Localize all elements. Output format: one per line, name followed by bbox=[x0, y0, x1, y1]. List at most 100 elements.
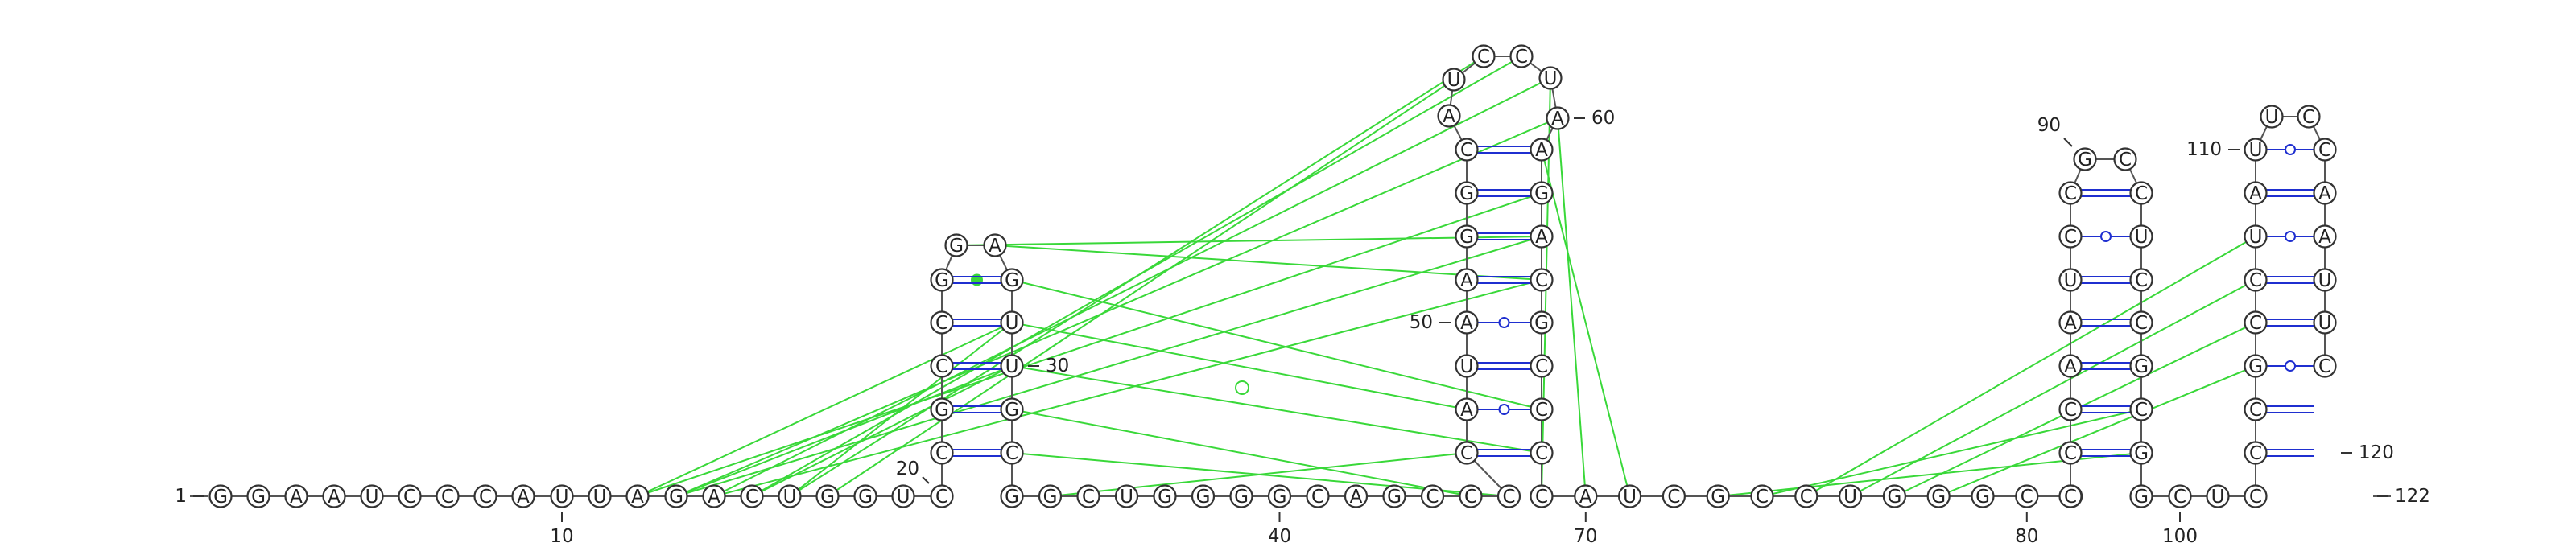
nucleotide-letter: G bbox=[1887, 487, 1901, 508]
nucleotide-circle bbox=[1750, 484, 1774, 508]
nucleotide: C bbox=[1076, 484, 1100, 508]
nucleotide-circle bbox=[1000, 484, 1024, 508]
nucleotide: C bbox=[1455, 138, 1479, 162]
nucleotide-letter: G bbox=[1931, 487, 1946, 508]
nucleotide-circle bbox=[2129, 268, 2153, 292]
nucleotide-letter: A bbox=[1535, 140, 1548, 161]
nucleotide-circle bbox=[2129, 441, 2153, 465]
nucleotide-circle bbox=[2297, 105, 2321, 129]
nucleotide: G bbox=[1382, 484, 1406, 508]
nucleotide-letter: G bbox=[1459, 227, 1474, 248]
nucleotide: U bbox=[891, 484, 915, 508]
nucleotide: C bbox=[436, 484, 460, 508]
nucleotide-circle bbox=[284, 484, 308, 508]
nucleotide-circle bbox=[930, 268, 954, 292]
nucleotide: C bbox=[1662, 484, 1686, 508]
nucleotide-circle bbox=[1420, 484, 1445, 508]
nucleotide: C bbox=[398, 484, 422, 508]
nucleotide: A bbox=[1455, 268, 1479, 292]
position-label: 120 bbox=[2359, 442, 2394, 463]
nucleotide-circle bbox=[1000, 268, 1024, 292]
nucleotide-letter: U bbox=[1005, 356, 1019, 377]
nucleotide-letter: C bbox=[2318, 356, 2331, 377]
nucleotide: C bbox=[1459, 484, 1483, 508]
nucleotide-circle bbox=[2313, 138, 2337, 162]
nucleotide-letter: C bbox=[1535, 356, 1548, 377]
nucleotide: G bbox=[2129, 484, 2153, 508]
nucleotide-letter: G bbox=[2134, 487, 2149, 508]
nucleotide-letter: A bbox=[989, 236, 1001, 257]
nucleotide-circle bbox=[550, 484, 574, 508]
nucleotide-circle bbox=[2313, 181, 2337, 205]
nucleotide: G bbox=[930, 268, 954, 292]
nucleotide-letter: A bbox=[1460, 313, 1473, 334]
nucleotide-letter: A bbox=[1535, 227, 1548, 248]
nucleotide-letter: A bbox=[631, 487, 644, 508]
position-label: 20 bbox=[896, 458, 919, 479]
wobble-pair-marker bbox=[2100, 231, 2112, 242]
nucleotide-circle bbox=[1076, 484, 1100, 508]
nucleotide-letter: C bbox=[935, 443, 948, 464]
nucleotide-circle bbox=[398, 484, 422, 508]
nucleotide: C bbox=[1472, 44, 1496, 68]
nucleotide-circle bbox=[1442, 68, 1466, 92]
nucleotide-letter: C bbox=[2064, 183, 2077, 204]
nucleotide-letter: C bbox=[479, 487, 492, 508]
nucleotide-circle bbox=[930, 310, 954, 335]
tertiary-interaction-line bbox=[1011, 279, 1542, 410]
nucleotide-circle bbox=[1000, 441, 1024, 465]
nucleotide: G bbox=[2129, 354, 2153, 378]
base-pairs-layer bbox=[952, 144, 2314, 457]
nucleotide: A bbox=[1455, 310, 1479, 335]
nucleotide-letter: C bbox=[1082, 487, 1095, 508]
nucleotide-circle bbox=[815, 484, 840, 508]
nucleotide-letter: U bbox=[593, 487, 607, 508]
nucleotide: A bbox=[1455, 397, 1479, 421]
nucleotide-letter: G bbox=[2134, 356, 2149, 377]
nucleotide: C bbox=[2244, 484, 2268, 508]
nucleotide: C bbox=[2297, 105, 2321, 129]
nucleotide: A bbox=[284, 484, 308, 508]
tertiary-interaction-line bbox=[1761, 409, 2142, 497]
nucleotide-circle bbox=[2244, 181, 2268, 205]
nucleotide-letter: C bbox=[935, 487, 948, 508]
nucleotide: G bbox=[208, 484, 233, 508]
nucleotide-letter: G bbox=[1234, 487, 1249, 508]
nucleotide-circle bbox=[2058, 268, 2083, 292]
nucleotide-circle bbox=[1191, 484, 1216, 508]
nucleotide-letter: A bbox=[290, 487, 303, 508]
nucleotide-letter: G bbox=[213, 487, 228, 508]
nucleotide-letter: C bbox=[2135, 183, 2148, 204]
nucleotide-letter: C bbox=[2064, 443, 2077, 464]
nucleotide-letter: G bbox=[1043, 487, 1058, 508]
nucleotide-circle bbox=[2058, 484, 2083, 508]
nucleotide-letter: A bbox=[328, 487, 341, 508]
nucleotide-circle bbox=[930, 441, 954, 465]
nucleotide: C bbox=[1496, 484, 1521, 508]
nucleotide-circle bbox=[930, 484, 954, 508]
nucleotide: U bbox=[550, 484, 574, 508]
nucleotide: G bbox=[2073, 147, 2097, 171]
nucleotide: U bbox=[1839, 484, 1863, 508]
nucleotide: U bbox=[2244, 138, 2268, 162]
nucleotide-circle bbox=[1267, 484, 1292, 508]
nucleotide-circle bbox=[246, 484, 270, 508]
nucleotide: A bbox=[1530, 224, 1554, 249]
nucleotide-letter: U bbox=[2318, 313, 2332, 334]
wobble-pair-marker bbox=[2285, 360, 2296, 372]
nucleotide: A bbox=[625, 484, 650, 508]
nucleotide-letter: C bbox=[2119, 150, 2132, 171]
nucleotide: C bbox=[1306, 484, 1330, 508]
nucleotide-letter: U bbox=[2064, 270, 2078, 291]
nucleotide-circle bbox=[1530, 224, 1554, 249]
nucleotide-circle bbox=[1574, 484, 1598, 508]
nucleotide-letter: C bbox=[1005, 443, 1018, 464]
nucleotide-letter: C bbox=[403, 487, 416, 508]
nucleotide-circle bbox=[2113, 147, 2137, 171]
tertiary-interaction-line bbox=[1557, 117, 1587, 497]
nucleotide-circle bbox=[1530, 181, 1554, 205]
nucleotide: G bbox=[1229, 484, 1253, 508]
nucleotide-circle bbox=[2073, 147, 2097, 171]
nucleotide: C bbox=[2244, 441, 2268, 465]
